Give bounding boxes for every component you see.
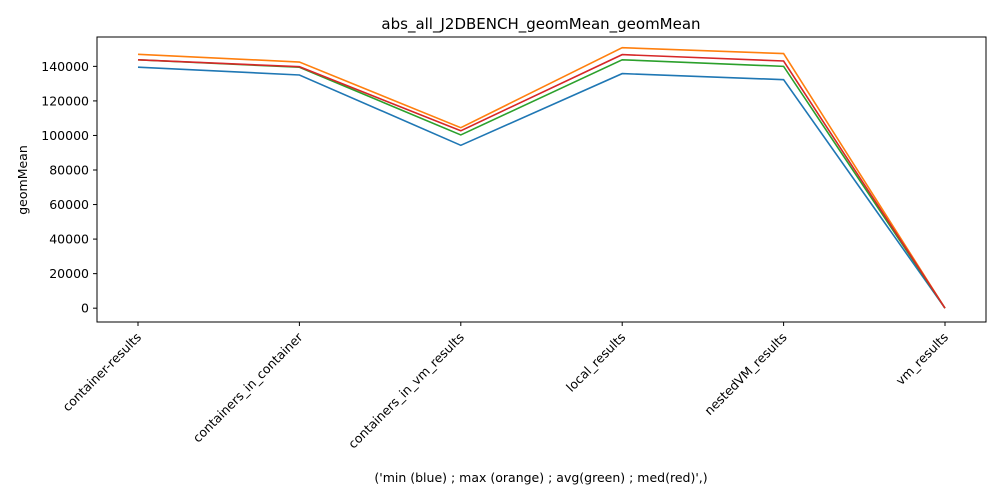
- y-tick-label: 120000: [41, 93, 89, 108]
- y-tick-label: 140000: [41, 59, 89, 74]
- y-tick-label: 100000: [41, 128, 89, 143]
- series-line-2: [137, 58, 946, 309]
- series-line-1: [137, 46, 946, 309]
- y-axis-label: geomMean: [15, 145, 30, 215]
- y-axis: 0 20000 40000 60000 80000 100000 120000 140000: [41, 59, 97, 316]
- y-tick-label: 40000: [49, 232, 89, 247]
- y-tick-label: 20000: [49, 266, 89, 281]
- series-layer: [137, 46, 946, 309]
- chart-title: abs_all_J2DBENCH_geomMean_geomMean: [381, 15, 700, 34]
- x-tick-label: nestedVM_results: [701, 330, 789, 418]
- plot-frame: [96, 36, 987, 323]
- x-tick-label: containers_in_container: [190, 329, 306, 445]
- x-tick-label: local_results: [563, 330, 628, 395]
- x-axis: container-results containers_in_container…: [59, 322, 951, 451]
- x-tick-label: containers_in_vm_results: [345, 330, 467, 452]
- y-tick-label: 80000: [49, 163, 89, 178]
- x-axis-label: ('min (blue) ; max (orange) ; avg(green)…: [374, 470, 707, 485]
- series-line-0: [137, 66, 946, 309]
- y-tick-label: 60000: [49, 197, 89, 212]
- x-tick-label: vm_results: [893, 330, 951, 388]
- y-tick-label: 0: [81, 301, 89, 316]
- x-tick-label: container-results: [59, 330, 144, 415]
- series-line-3: [137, 53, 946, 309]
